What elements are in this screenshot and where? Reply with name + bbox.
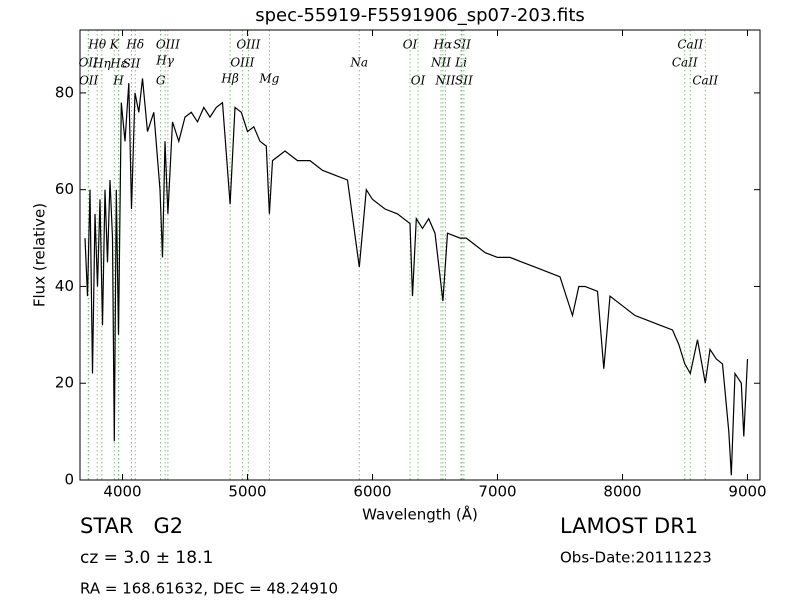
x-tick-label: 9000: [728, 483, 766, 501]
spectral-line-label: Li: [454, 56, 467, 70]
y-tick-label: 80: [55, 83, 74, 101]
spectrum-line: [84, 78, 749, 476]
redshift: cz = 3.0 ± 18.1: [80, 548, 213, 568]
spectral-line-label: CaII: [672, 56, 698, 70]
y-tick-label: 40: [55, 277, 74, 295]
spectral-line-label: Hγ: [155, 54, 174, 68]
spectral-line-label: K: [109, 38, 120, 52]
x-axis-label: Wavelength (Å): [362, 505, 478, 524]
y-tick-label: 60: [55, 180, 74, 198]
x-tick-label: 7000: [478, 483, 516, 501]
x-tick-label: 6000: [353, 483, 391, 501]
plot-frame: [79, 29, 761, 481]
spectral-line-label: Hα: [433, 38, 453, 52]
spectral-line-label: OI: [403, 38, 418, 52]
spectral-line-label: Mg: [258, 72, 279, 86]
spectral-line-label: OIII: [230, 56, 254, 70]
spectral-line-label: Hδ: [125, 38, 144, 52]
x-tick-label: 8000: [603, 483, 641, 501]
spectral-line-label: Hε: [109, 57, 127, 71]
spectral-line-label: Hβ: [220, 72, 238, 86]
y-tick-label: 20: [55, 374, 74, 392]
y-tick-label: 0: [64, 471, 74, 489]
y-axis-label: Flux (relative): [31, 203, 49, 307]
spectral-line-label: H: [112, 74, 124, 88]
spectral-line-label: OIII: [156, 38, 180, 52]
spectral-line-label: SII: [455, 74, 473, 88]
obs-date: Obs-Date:20111223: [560, 549, 712, 567]
spectral-line-label: OII: [79, 74, 99, 88]
chart-title: spec-55919-F5591906_sp07-203.fits: [255, 5, 585, 26]
spectral-line-label: SII: [123, 57, 141, 71]
spectral-line-label: SII: [453, 38, 471, 52]
coordinates: RA = 168.61632, DEC = 48.24910: [80, 580, 338, 598]
spectral-line-label: Hη: [92, 57, 111, 71]
spectral-line-label: OI: [411, 74, 426, 88]
spectral-line-label: OIII: [236, 38, 260, 52]
spectral-line-label: G: [156, 74, 166, 88]
survey: LAMOST DR1: [560, 514, 698, 538]
x-tick-label: 4000: [103, 483, 141, 501]
spectral-line-label: NII: [434, 74, 455, 88]
spectral-line-label: NII: [430, 56, 451, 70]
spectral-line-label: CaII: [677, 38, 703, 52]
spectral-line-label: Na: [349, 56, 368, 70]
object-class: STAR G2: [80, 514, 183, 538]
spectral-line-label: Hθ: [87, 38, 106, 52]
x-tick-label: 5000: [228, 483, 266, 501]
spectral-line-label: CaII: [692, 74, 718, 88]
